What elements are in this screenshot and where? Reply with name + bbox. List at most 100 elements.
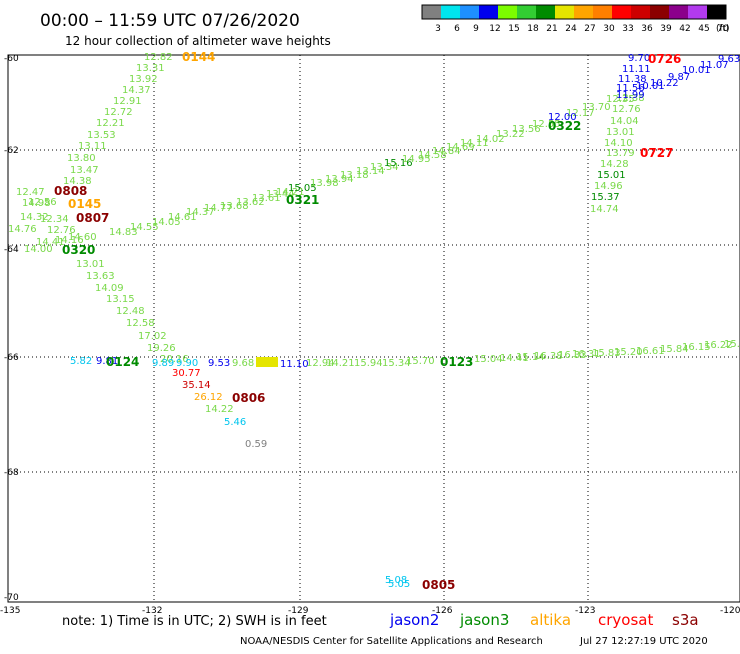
- lon-label: -135: [0, 606, 20, 616]
- wave-label: 20.16: [160, 354, 189, 365]
- wave-label: 14.83: [109, 227, 138, 238]
- wave-label: 14.58: [418, 150, 447, 161]
- wave-label: 14.95: [402, 154, 431, 165]
- satellite-jason2: jason2: [389, 611, 439, 629]
- wave-label: 11.10: [280, 359, 309, 370]
- wave-label: 17.02: [138, 331, 167, 342]
- wave-label: 15.34: [382, 358, 411, 369]
- wave-label: 11.56: [616, 83, 645, 94]
- wave-label: 13.47: [70, 165, 99, 176]
- wave-label: 14.02: [476, 134, 505, 145]
- wave-label: 13.94: [325, 174, 354, 185]
- lat-label: -68: [4, 468, 19, 478]
- wave-label: 15.83: [592, 348, 621, 359]
- legend-swatch: [517, 5, 536, 19]
- wave-label: 12.00: [548, 112, 577, 123]
- legend-swatch: [688, 5, 707, 19]
- wave-label: 14.37: [122, 85, 151, 96]
- time-label: 0808: [54, 184, 87, 198]
- wave-label: 11.99: [616, 90, 645, 101]
- legend-swatch: [555, 5, 574, 19]
- legend-swatch: [593, 5, 612, 19]
- legend-label: 9: [473, 24, 479, 34]
- wave-label: 14.00: [24, 244, 53, 255]
- wave-label: 14.61: [168, 212, 197, 223]
- wave-label: 16.15: [682, 342, 711, 353]
- wave-label: 14.96: [594, 181, 623, 192]
- wave-label: 10.01: [636, 81, 665, 92]
- latitude-labels: -60 -62 -64 -66 -68 -70: [4, 54, 19, 603]
- wave-label: 14.98: [22, 198, 51, 209]
- legend-swatch: [460, 5, 479, 19]
- map-frame: [7, 54, 740, 603]
- color-legend: 3 6 9 12 15 18 21 24 27 30 33 36 39 42 45 70: [421, 4, 729, 34]
- wave-label: 12.58: [126, 318, 155, 329]
- lon-label: -120: [720, 606, 740, 616]
- time-label: 0807: [76, 211, 109, 225]
- legend-label: 6: [454, 24, 460, 34]
- legend-label: 42: [679, 24, 690, 34]
- lat-label: -64: [4, 245, 19, 255]
- wave-label: 11.11: [622, 64, 651, 75]
- wave-label: 12.91: [113, 96, 142, 107]
- legend-swatch: [441, 5, 460, 19]
- time-label: 0144: [182, 50, 215, 64]
- satellite-jason3: jason3: [459, 611, 509, 629]
- lon-label: -126: [432, 606, 453, 616]
- wave-label: 10.22: [650, 78, 679, 89]
- wave-label: 14.38: [63, 176, 92, 187]
- satellite-cryosat: cryosat: [598, 611, 653, 629]
- legend-label: 39: [660, 24, 672, 34]
- wave-label: 9.89: [152, 358, 174, 369]
- longitude-labels: -135 -132 -129 -126 -123 -120: [0, 606, 740, 616]
- bottom-labels: 5.08 5.05: [385, 575, 410, 590]
- wave-label: 13.11: [78, 141, 107, 152]
- wave-label: 14.21: [326, 358, 355, 369]
- wave-label: 15.16: [384, 158, 413, 169]
- wave-label: 9.53: [208, 358, 230, 369]
- wave-label: 13.80: [67, 153, 96, 164]
- wave-label: 16.61: [636, 346, 665, 357]
- wave-label: 13.61: [252, 193, 281, 204]
- wave-label: 13.56: [512, 124, 541, 135]
- wave-label: 9.68: [232, 358, 254, 369]
- yellow-label-mark: [256, 357, 278, 367]
- wave-label: 12.55: [532, 119, 561, 130]
- wave-label: 14.84: [432, 146, 461, 157]
- track-c-green-labels: 12.35 12.38 12.76 14.04 13.01 14.10 13.7…: [590, 93, 645, 215]
- track-a-labels: 12.82 13.31 13.92 14.37 12.91 12.72 12.2…: [8, 52, 173, 255]
- wave-label: 15.76: [724, 339, 740, 350]
- legend-swatch: [669, 5, 688, 19]
- wave-label: 9.90: [176, 358, 198, 369]
- track-a-lower-labels: 13.01 13.63 14.09 13.15 12.48 12.58 17.0…: [76, 259, 189, 365]
- legend-swatch: [422, 5, 441, 19]
- wave-label: 12.47: [16, 187, 45, 198]
- wave-label: 14.10: [604, 138, 633, 149]
- wave-label: 14.37: [186, 207, 215, 218]
- legend-label: 15: [508, 24, 519, 34]
- wave-label: 16.22: [704, 340, 733, 351]
- time-label: 0322: [548, 119, 581, 133]
- wave-label: 14.74: [590, 204, 619, 215]
- time-label: 0321: [286, 193, 319, 207]
- lon-label: -129: [288, 606, 309, 616]
- lat-label: -70: [4, 593, 19, 603]
- wave-label: 13.34: [370, 162, 399, 173]
- time-label: 0805: [422, 578, 455, 592]
- time-label: 0806: [232, 391, 265, 405]
- wave-label: 12.76: [612, 104, 641, 115]
- footer-note: note: 1) Time is in UTC; 2) SWH is in fe…: [62, 614, 327, 629]
- legend-swatch: [574, 5, 593, 19]
- wave-label: 15.70: [406, 356, 435, 367]
- wave-label: 12.56: [28, 197, 57, 208]
- wave-label: 12.21: [96, 118, 125, 129]
- wave-label: 12.17: [566, 108, 595, 119]
- wave-label: 14.41: [36, 237, 65, 248]
- legend-label: 12: [489, 24, 500, 34]
- wave-label: 13.15: [106, 294, 135, 305]
- wave-label: 13.68: [220, 201, 249, 212]
- satellite-s3a: s3a: [672, 611, 699, 629]
- wave-label: 12.94: [306, 358, 335, 369]
- wave-label: 14.77: [204, 203, 233, 214]
- legend-unit: (ft): [716, 24, 730, 34]
